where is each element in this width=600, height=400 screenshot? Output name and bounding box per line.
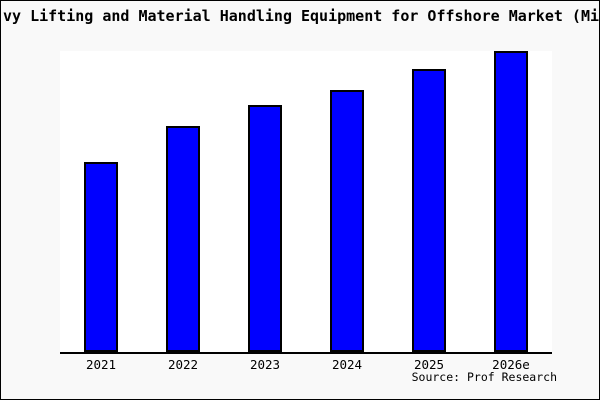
x-tick-label-2026e: 2026e [492,357,530,372]
bar-2022 [166,126,200,352]
bar-slot [60,51,142,352]
bar-2021 [84,162,118,352]
bar-2025 [412,69,446,352]
bars-container [60,51,552,352]
x-axis-tick-labels: 2021 2022 2023 2024 2025 2026e [60,357,552,372]
bar-slot [224,51,306,352]
x-tick-label-2021: 2021 [85,357,117,372]
bar-2024 [330,90,364,352]
x-tick-label-2023: 2023 [249,357,281,372]
chart-title: vy Lifting and Material Handling Equipme… [2,7,600,25]
bar-2023 [248,105,282,352]
x-tick-label-2024: 2024 [331,357,363,372]
bar-slot [142,51,224,352]
bar-slot [388,51,470,352]
source-credit: Source: Prof Research [411,370,557,384]
x-tick-label-2025: 2025 [413,357,445,372]
bar-slot [306,51,388,352]
bar-2026e [494,51,528,352]
x-tick-label-2022: 2022 [167,357,199,372]
plot-area [60,51,552,354]
bar-slot [470,51,552,352]
